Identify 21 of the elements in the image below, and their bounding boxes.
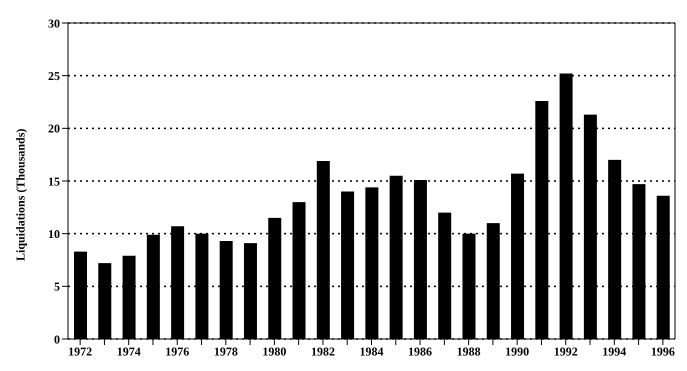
y-tick-label: 10 bbox=[48, 226, 60, 241]
x-tick-label: 1996 bbox=[650, 344, 675, 359]
x-tick-label: 1974 bbox=[116, 344, 141, 359]
y-axis-title: Liquidations (Thousands) bbox=[13, 128, 28, 261]
x-tick-label: 1976 bbox=[165, 344, 190, 359]
x-tick-label: 1980 bbox=[262, 344, 286, 359]
x-tick-label: 1972 bbox=[68, 344, 92, 359]
y-tick-label: 0 bbox=[54, 332, 60, 346]
x-tick-label: 1994 bbox=[602, 344, 626, 359]
x-tick-label: 1988 bbox=[456, 344, 481, 359]
x-tick-label: 1986 bbox=[408, 344, 432, 359]
y-tick-label: 20 bbox=[48, 122, 60, 136]
x-tick-label: 1978 bbox=[214, 344, 238, 359]
y-tick-label: 25 bbox=[48, 68, 60, 83]
y-tick-label: 5 bbox=[54, 280, 60, 294]
x-tick-label: 1984 bbox=[360, 344, 384, 359]
y-tick-label: 30 bbox=[48, 16, 60, 30]
x-tick-label: 1992 bbox=[554, 344, 578, 359]
x-tick-label: 1982 bbox=[310, 344, 335, 359]
y-tick-label: 15 bbox=[48, 174, 60, 188]
x-tick-label: 1990 bbox=[505, 344, 530, 359]
